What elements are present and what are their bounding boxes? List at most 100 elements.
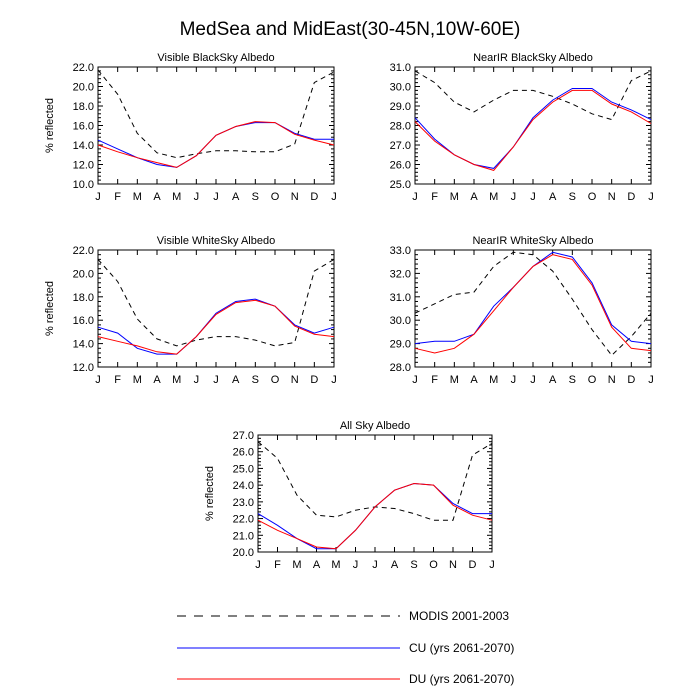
series-line-modis xyxy=(97,258,335,347)
x-tick-label: A xyxy=(313,559,321,571)
x-tick-label: A xyxy=(470,374,478,386)
y-tick-label: 24.0 xyxy=(233,480,254,492)
legend: MODIS 2001-2003 CU (yrs 2061-2070) DU (y… xyxy=(177,609,514,686)
plot-frame xyxy=(414,66,652,185)
x-tick-label: S xyxy=(252,191,259,203)
panel-visible-blacksky: Visible BlackSky Albedo 10.0 12.0 14.0 16.0 1… xyxy=(44,52,337,203)
x-tick-label: M xyxy=(133,374,142,386)
series-line-cu xyxy=(97,298,335,355)
x-tick-label: N xyxy=(449,559,457,571)
x-tick-label: J xyxy=(511,374,517,386)
figure-title: MedSea and MidEast(30-45N,10W-60E) xyxy=(180,19,521,40)
y-tick-label: 29.0 xyxy=(390,101,411,113)
x-tick-label: J xyxy=(412,191,418,203)
x-tick-label: O xyxy=(588,374,597,386)
y-axis-label: % reflected xyxy=(44,281,56,336)
x-tick-label: F xyxy=(114,191,121,203)
series-line-du xyxy=(414,89,652,171)
x-tick-label: A xyxy=(391,559,399,571)
x-tick-label: O xyxy=(271,374,280,386)
x-tick-label: M xyxy=(133,191,142,203)
x-tick-label: J xyxy=(648,374,654,386)
x-tick-label: J xyxy=(530,374,536,386)
y-tick-label: 22.0 xyxy=(73,62,94,74)
x-tick-label: S xyxy=(569,191,576,203)
panel-title: NearIR BlackSky Albedo xyxy=(473,52,593,64)
legend-label-cu: CU (yrs 2061-2070) xyxy=(409,641,514,655)
y-tick-label: 30.0 xyxy=(390,315,411,327)
series-line-du xyxy=(414,254,652,354)
series-line-cu xyxy=(414,88,652,169)
x-tick-label: J xyxy=(213,374,219,386)
x-tick-label: M xyxy=(292,559,301,571)
y-tick-label: 28.0 xyxy=(390,121,411,133)
x-tick-label: M xyxy=(489,374,498,386)
series-line-modis xyxy=(414,70,652,121)
x-tick-label: A xyxy=(549,191,557,203)
x-tick-label: A xyxy=(232,374,240,386)
y-tick-label: 16.0 xyxy=(73,121,94,133)
y-tick-label: 25.0 xyxy=(233,463,254,475)
x-tick-label: N xyxy=(608,374,616,386)
x-tick-label: O xyxy=(588,191,597,203)
panel-title: NearIR WhiteSky Albedo xyxy=(472,235,593,247)
y-tick-label: 31.0 xyxy=(390,292,411,304)
series-line-cu xyxy=(97,122,334,168)
x-tick-label: F xyxy=(431,191,438,203)
x-tick-label: M xyxy=(450,191,459,203)
panel-nearir-blacksky: NearIR BlackSky Albedo 25.0 26.0 27.0 28.0 29… xyxy=(390,52,654,203)
series-line-modis xyxy=(257,441,493,521)
x-tick-label: J xyxy=(194,191,200,203)
x-tick-label: M xyxy=(489,191,498,203)
x-tick-label: M xyxy=(331,559,340,571)
x-tick-label: F xyxy=(431,374,438,386)
y-tick-label: 20.0 xyxy=(233,547,254,559)
y-tick-label: 26.0 xyxy=(390,160,411,172)
x-tick-label: M xyxy=(172,374,181,386)
x-tick-label: J xyxy=(255,559,261,571)
x-tick-label: J xyxy=(648,191,654,203)
x-tick-label: N xyxy=(291,191,299,203)
y-tick-label: 28.0 xyxy=(390,362,411,374)
y-tick-label: 16.0 xyxy=(73,315,94,327)
y-tick-label: 31.0 xyxy=(390,62,411,74)
y-tick-label: 20.0 xyxy=(73,82,94,94)
y-axis-label: % reflected xyxy=(44,98,56,153)
x-tick-label: O xyxy=(429,559,438,571)
panel-nearir-whitesky: NearIR WhiteSky Albedo 28.0 29.0 30.0 31.0 32… xyxy=(390,235,654,386)
x-tick-label: D xyxy=(469,559,477,571)
x-tick-label: J xyxy=(412,374,418,386)
y-tick-label: 18.0 xyxy=(73,292,94,304)
x-tick-label: A xyxy=(232,191,240,203)
panel-visible-whitesky: Visible WhiteSky Albedo 12.0 14.0 16.0 18.0 2… xyxy=(44,235,337,386)
x-tick-label: D xyxy=(310,374,318,386)
series-line-du xyxy=(97,121,335,168)
x-tick-label: D xyxy=(627,374,635,386)
x-tick-label: F xyxy=(274,559,281,571)
series-line-modis xyxy=(97,69,335,159)
y-tick-label: 22.0 xyxy=(233,514,254,526)
x-tick-label: A xyxy=(549,374,557,386)
x-tick-label: S xyxy=(410,559,417,571)
plot-frame xyxy=(97,249,335,368)
y-tick-label: 14.0 xyxy=(73,339,94,351)
x-tick-label: J xyxy=(489,559,495,571)
y-tick-label: 27.0 xyxy=(233,430,254,442)
panel-title: All Sky Albedo xyxy=(340,420,410,432)
y-tick-label: 22.0 xyxy=(73,245,94,257)
legend-label-du: DU (yrs 2061-2070) xyxy=(409,672,514,686)
y-tick-label: 25.0 xyxy=(390,179,411,191)
y-tick-label: 21.0 xyxy=(233,530,254,542)
x-tick-label: M xyxy=(172,191,181,203)
series-line-modis xyxy=(414,251,652,357)
x-tick-label: J xyxy=(511,191,517,203)
y-tick-label: 29.0 xyxy=(390,339,411,351)
x-tick-label: J xyxy=(95,374,101,386)
x-tick-label: J xyxy=(353,559,359,571)
panel-all-sky: All Sky Albedo 20.0 21.0 22.0 23.0 24.0 25.0 26… xyxy=(204,420,495,571)
series-line-cu xyxy=(257,482,492,550)
panels: Visible BlackSky Albedo 10.0 12.0 14.0 16.0 1… xyxy=(44,52,654,571)
x-tick-label: A xyxy=(153,374,161,386)
series-line-du xyxy=(97,299,335,355)
